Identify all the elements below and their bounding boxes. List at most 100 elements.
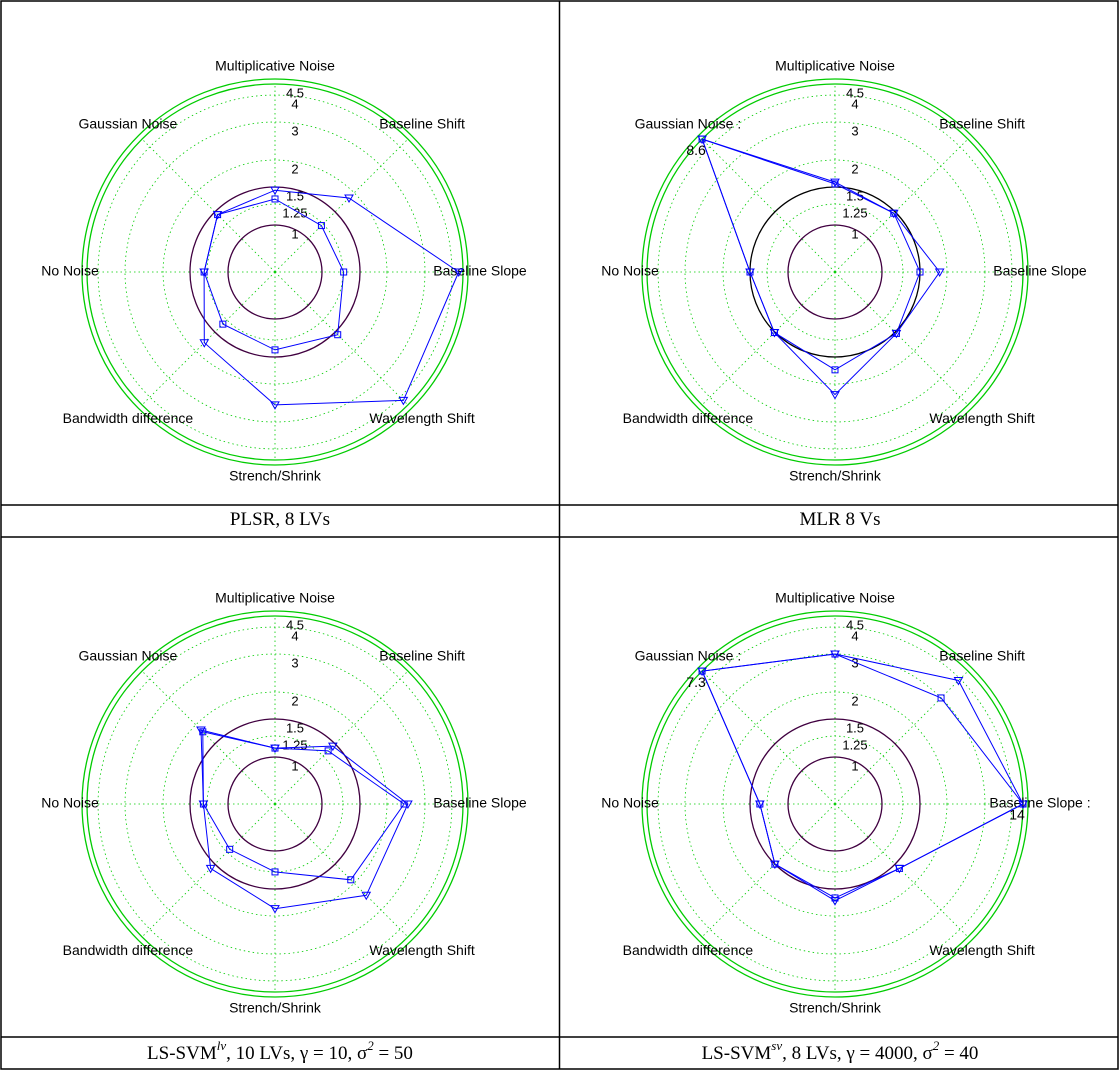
axis-label: Baseline Shift (939, 648, 1025, 664)
marker (697, 135, 707, 145)
spoke (141, 803, 276, 938)
axis-label: Baseline Shift (939, 116, 1025, 132)
marker (212, 211, 223, 220)
spoke (834, 803, 969, 938)
axis-label: Bandwidth difference (63, 942, 194, 958)
axis-label: Strench/Shrink (229, 468, 322, 484)
series-line (202, 731, 405, 881)
marker (270, 744, 280, 754)
radial-tick-label: 1.25 (842, 738, 867, 753)
marker (271, 868, 279, 876)
radial-tick-label: 4 (291, 96, 298, 111)
marker (199, 268, 209, 278)
radial-tick-label: 4.5 (286, 85, 304, 100)
marker (344, 194, 354, 203)
axis-label: Bandwidth difference (63, 410, 194, 426)
radial-tick-label: 4.5 (846, 617, 864, 632)
radial-tick-label: 4 (851, 628, 858, 643)
marker (219, 320, 227, 328)
caption-part: PLSR, 8 LVs (230, 509, 330, 530)
radial-tick-label: 1 (291, 758, 298, 773)
reference-circle (787, 756, 883, 852)
marker (317, 222, 325, 230)
radial-tick-label: 3 (851, 655, 858, 670)
marker (830, 178, 840, 188)
value-label: 14 (1009, 807, 1025, 823)
value-label: 8.6 (686, 142, 706, 158)
axis-label: Gaussian Noise : (635, 648, 742, 664)
caption-part: 2 (933, 1038, 940, 1053)
caption: LS-SVMlv, 10 LVs, γ = 10, σ2 = 50 (147, 1038, 413, 1064)
series-line (701, 138, 941, 396)
caption-part: = 50 (374, 1043, 413, 1064)
grid-circle (162, 159, 388, 385)
marker (1018, 800, 1028, 810)
axis-label: No Noise (41, 795, 99, 811)
caption-part: LS-SVM (702, 1043, 772, 1064)
marker (453, 268, 464, 278)
reference-circle (86, 615, 464, 993)
marker (770, 860, 780, 870)
radial-tick-label: 1 (851, 758, 858, 773)
axis-label: Strench/Shrink (229, 1000, 322, 1016)
caption-part: 2 (367, 1038, 374, 1053)
marker (697, 667, 707, 677)
marker (888, 209, 899, 219)
marker (270, 401, 280, 410)
radial-tick-label: 4.5 (286, 617, 304, 632)
caption-part: MLR 8 Vs (800, 509, 881, 530)
radial-tick-label: 2 (851, 161, 858, 176)
marker (953, 677, 964, 686)
spoke (701, 138, 836, 273)
spoke (141, 670, 276, 805)
radial-tick-label: 1 (291, 226, 298, 241)
axis-label: Strench/Shrink (789, 468, 882, 484)
grid-circle (162, 691, 388, 917)
axis-label: Gaussian Noise (79, 116, 178, 132)
axis-label: Baseline Slope : (989, 795, 1090, 811)
axis-label: Wavelength Shift (369, 942, 474, 958)
axis-label: Strench/Shrink (789, 1000, 882, 1016)
marker (196, 726, 206, 735)
axis-label: Gaussian Noise (79, 648, 178, 664)
series-line (203, 189, 460, 406)
marker (831, 366, 839, 374)
caption-part: = 40 (939, 1043, 978, 1064)
radial-tick-label: 1.25 (282, 206, 307, 221)
marker (328, 742, 338, 752)
marker (226, 845, 234, 853)
marker (198, 800, 209, 810)
spoke (701, 803, 836, 938)
marker (199, 339, 210, 348)
axis-label: Bandwidth difference (623, 942, 754, 958)
reference-circle (641, 610, 1029, 998)
reference-circle (646, 83, 1024, 461)
radial-tick-label: 3 (291, 655, 298, 670)
reference-circle (227, 224, 323, 320)
radial-tick-label: 4 (291, 628, 298, 643)
radial-tick-label: 1.5 (846, 720, 864, 735)
axis-label: Baseline Slope (993, 263, 1087, 279)
axis-label: Multiplicative Noise (775, 58, 895, 74)
marker (894, 864, 905, 874)
caption: LS-SVMsv, 8 LVs, γ = 4000, σ2 = 40 (702, 1038, 979, 1064)
marker (324, 747, 332, 755)
radial-tick-label: 2 (291, 693, 298, 708)
radial-tick-label: 1 (851, 226, 858, 241)
marker (937, 694, 945, 702)
marker (830, 897, 840, 906)
radial-tick-label: 1.25 (282, 738, 307, 753)
marker (769, 329, 780, 338)
marker (934, 268, 945, 278)
reference-circle (81, 78, 469, 466)
caption-part: lv (217, 1038, 227, 1053)
caption-part: , 10 LVs, γ = 10, σ (226, 1043, 367, 1064)
marker (361, 891, 372, 901)
marker (403, 800, 413, 810)
axis-label: Wavelength Shift (929, 942, 1034, 958)
reference-circle (641, 78, 1029, 466)
reference-circle (749, 718, 921, 890)
reference-circle (189, 718, 361, 890)
marker (270, 905, 280, 914)
marker (271, 195, 279, 203)
